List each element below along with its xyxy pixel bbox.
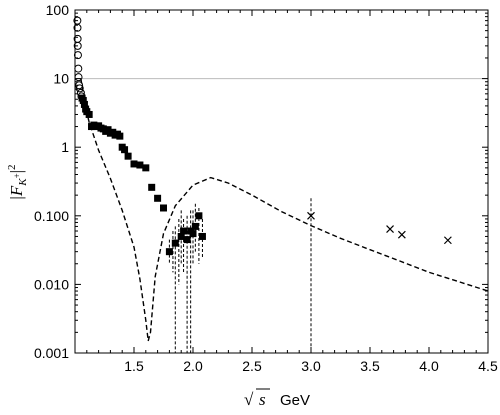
data-point-cross bbox=[397, 230, 406, 239]
data-point-square bbox=[171, 239, 179, 247]
error-bar-layer bbox=[168, 198, 312, 353]
y-tick-label: 0.001 bbox=[34, 345, 69, 361]
x-tick-label: 2.5 bbox=[242, 358, 262, 374]
data-point-cross bbox=[386, 225, 394, 234]
y-tick-label: 0.010 bbox=[34, 276, 69, 292]
tick-mark-layer bbox=[75, 9, 489, 354]
tick-label-layer: 1.5 2.0 2.5 3.0 3.5 4.0 4.5 0.001 0.010 0.100 1 10 1… bbox=[34, 2, 498, 374]
plot-frame bbox=[74, 9, 489, 354]
data-point-cross bbox=[443, 236, 452, 245]
data-point-square bbox=[121, 146, 129, 154]
data-point-square bbox=[165, 248, 173, 256]
x-axis-label: √ s GeV bbox=[244, 388, 310, 409]
data-point-square bbox=[183, 236, 191, 244]
x-tick-label: 2.0 bbox=[183, 358, 203, 374]
data-point-square bbox=[79, 96, 87, 104]
data-point-square bbox=[189, 230, 197, 238]
y-tick-label: 10 bbox=[53, 71, 69, 87]
theory-curve bbox=[80, 78, 489, 342]
data-point-square bbox=[85, 110, 93, 118]
data-point-square bbox=[142, 164, 150, 172]
data-point-circle bbox=[74, 73, 83, 82]
data-point-square bbox=[160, 204, 167, 212]
sqrt-symbol: √ bbox=[244, 390, 254, 409]
data-point-square bbox=[198, 232, 206, 240]
x-axis-unit: GeV bbox=[280, 392, 310, 409]
data-point-layer bbox=[73, 16, 452, 256]
data-point-circle bbox=[74, 64, 83, 73]
y-tick-label: 1 bbox=[61, 139, 69, 155]
data-point-square bbox=[148, 183, 156, 191]
x-tick-label: 1.5 bbox=[124, 358, 144, 374]
data-point-square bbox=[177, 232, 185, 240]
y-tick-label: 100 bbox=[46, 2, 70, 18]
x-axis-symbol: s bbox=[259, 390, 266, 409]
x-tick-label: 3.5 bbox=[360, 358, 380, 374]
theory-curve-layer bbox=[80, 78, 489, 342]
data-point-circle bbox=[73, 23, 82, 32]
data-point-circle bbox=[73, 51, 82, 60]
data-point-circle bbox=[73, 41, 82, 50]
data-point-square bbox=[180, 227, 188, 235]
data-point-square bbox=[136, 161, 144, 169]
data-point-circle bbox=[75, 84, 84, 93]
data-point-square bbox=[195, 212, 203, 220]
data-point-square bbox=[80, 100, 88, 108]
data-point-square bbox=[130, 160, 138, 168]
x-tick-label: 4.0 bbox=[419, 358, 439, 374]
data-point-square bbox=[154, 194, 162, 202]
y-tick-label: 0.100 bbox=[34, 208, 69, 224]
data-point-cross bbox=[307, 211, 315, 220]
x-tick-label: 3.0 bbox=[301, 358, 321, 374]
data-point-square bbox=[191, 222, 199, 230]
data-point-square bbox=[124, 152, 132, 160]
x-tick-label: 4.5 bbox=[478, 358, 498, 374]
data-point-square bbox=[104, 126, 112, 134]
data-point-square bbox=[116, 132, 124, 140]
y-axis-label: |FK+|2 bbox=[6, 164, 29, 199]
